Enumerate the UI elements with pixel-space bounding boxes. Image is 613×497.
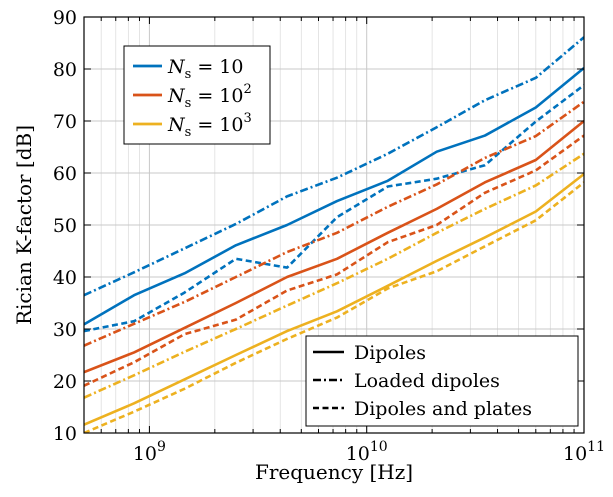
y-tick-label: 10: [53, 423, 77, 445]
y-axis-title: Rician K-factor [dB]: [12, 125, 36, 325]
legend-label-dashdot: Loaded dipoles: [354, 370, 500, 392]
series-line-Ns1000-dashdot: [84, 152, 584, 399]
series-line-Ns100-dashed: [84, 134, 584, 387]
legend-label-Ns10: Ns = 10: [167, 56, 243, 82]
series-line-Ns100-solid: [84, 119, 584, 374]
x-tick-label: 109: [133, 439, 166, 465]
legend-label-Ns1000: Ns = 103: [167, 111, 252, 140]
y-tick-label: 40: [53, 267, 77, 289]
y-tick-label: 30: [53, 319, 77, 341]
y-tick-label: 90: [53, 7, 77, 29]
x-tick-label: 1010: [346, 439, 388, 465]
series-line-Ns10-dashed: [84, 84, 584, 333]
series-layer: [84, 36, 584, 433]
series-line-Ns100-dashdot: [84, 100, 584, 347]
series-line-Ns1000-dashed: [84, 181, 584, 433]
y-tick-label: 80: [53, 59, 77, 81]
series-line-Ns10-solid: [84, 66, 584, 326]
x-axis-title: Frequency [Hz]: [255, 460, 413, 484]
legend-label-solid: Dipoles: [354, 342, 426, 364]
legend-label-dashed: Dipoles and plates: [354, 398, 532, 420]
x-tick-label: 1011: [563, 439, 605, 465]
ticks: 10 20 30 40 50 60 70 80 90 109 1010 1011: [53, 7, 605, 465]
y-tick-label: 60: [53, 163, 77, 185]
series-line-Ns10-dashdot: [84, 36, 584, 297]
y-tick-label: 70: [53, 111, 77, 133]
y-tick-label: 50: [53, 215, 77, 237]
series-line-Ns1000-solid: [84, 173, 584, 426]
legend-label-Ns100: Ns = 102: [167, 82, 252, 111]
y-tick-label: 20: [53, 371, 77, 393]
legend-style: Dipoles Loaded dipoles Dipoles and plates: [305, 335, 579, 427]
legend-style-box: [305, 335, 579, 427]
